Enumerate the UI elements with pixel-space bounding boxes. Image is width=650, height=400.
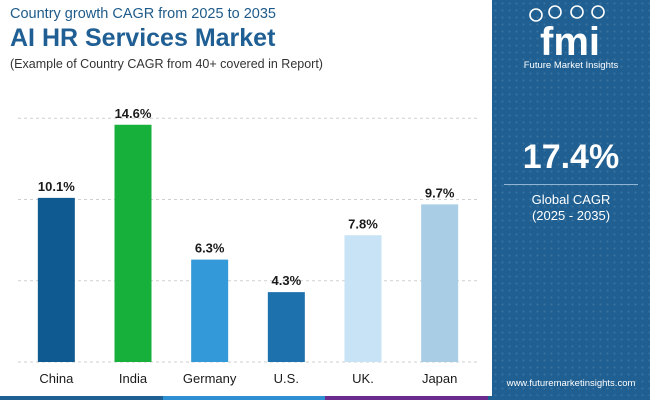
bar-germany — [191, 259, 229, 362]
logo-circle-1 — [529, 8, 543, 22]
sidebar-panel: fmi Future Market Insights 17.4% Global … — [492, 0, 650, 400]
chart-subtitle: (Example of Country CAGR from 40+ covere… — [10, 57, 323, 71]
strip-segment-1 — [0, 396, 163, 400]
value-label-japan: 9.7% — [425, 185, 455, 200]
bar-china — [37, 197, 75, 362]
bar-india — [114, 124, 152, 362]
strip-segment-2 — [162, 396, 325, 400]
chart-title: AI HR Services Market — [10, 24, 276, 52]
category-label-germany: Germany — [183, 371, 237, 386]
global-cagr-period: (2025 - 2035) — [531, 208, 611, 223]
bar-uk — [344, 235, 382, 362]
sidebar-pattern — [492, 0, 650, 400]
fmi-logo: fmi — [529, 5, 605, 64]
logo-circle-2 — [548, 5, 562, 19]
brand-name: Future Market Insights — [523, 60, 619, 71]
category-labels: China India Germany U.S. UK. Japan — [39, 371, 457, 386]
strip-segment-3 — [325, 396, 488, 400]
bottom-color-strip — [0, 396, 650, 400]
gridlines — [18, 117, 478, 363]
value-labels: 10.1% 14.6% 6.3% 4.3% 7.8% 9.7% — [38, 106, 455, 288]
category-label-us: U.S. — [274, 371, 299, 386]
strip-segment-4 — [487, 396, 650, 400]
logo-circle-3 — [570, 5, 584, 19]
global-cagr-value: 17.4% — [522, 138, 620, 176]
bar-chart: 10.1% 14.6% 6.3% 4.3% 7.8% 9.7% China India Ger… — [18, 106, 478, 386]
chart-supertitle: Country growth CAGR from 2025 to 2035 — [10, 6, 276, 22]
global-cagr-label: Global CAGR — [531, 192, 611, 207]
bars — [37, 124, 459, 362]
category-label-china: China — [39, 371, 74, 386]
value-label-us: 4.3% — [272, 273, 302, 288]
value-label-china: 10.1% — [38, 179, 75, 194]
value-label-germany: 6.3% — [195, 241, 225, 256]
chart-header: Country growth CAGR from 2025 to 2035 AI… — [0, 0, 492, 80]
category-label-uk: UK. — [352, 371, 374, 386]
logo-circle-4 — [591, 5, 605, 19]
category-label-india: India — [119, 371, 148, 386]
logo-wordmark: fmi — [540, 20, 600, 64]
value-label-india: 14.6% — [115, 106, 152, 121]
cagr-divider — [504, 184, 638, 185]
bar-japan — [421, 204, 459, 362]
bar-us — [267, 292, 305, 362]
category-label-japan: Japan — [422, 371, 457, 386]
value-label-uk: 7.8% — [348, 216, 378, 231]
website-url[interactable]: www.futuremarketinsights.com — [506, 378, 636, 389]
